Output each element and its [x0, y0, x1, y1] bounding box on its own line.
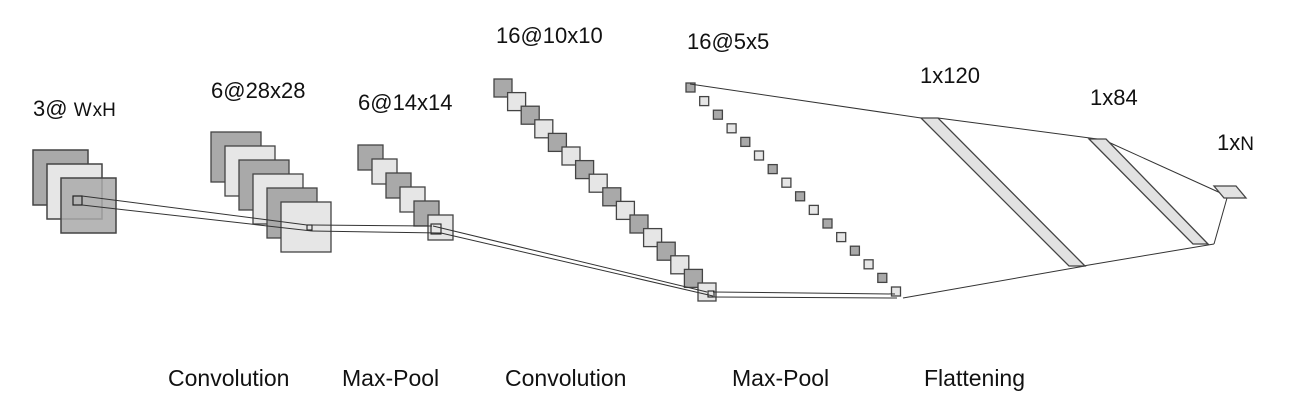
pool2-map-7	[767, 163, 778, 175]
fc-84-layer	[1087, 138, 1210, 245]
label-pool2: 16@5x5	[687, 29, 769, 54]
label-conv1: 6@28x28	[211, 78, 306, 103]
pool1-map-4	[399, 186, 426, 213]
pool2-map-6	[753, 150, 765, 161]
op-label-maxpool-2: Max-Pool	[732, 365, 829, 391]
pool2-map-4	[726, 123, 737, 134]
label-input: 3@ WxH	[33, 96, 116, 121]
pool2-map-5	[740, 136, 751, 148]
pool1-map-3	[385, 172, 412, 199]
connection-lines	[81, 83, 1228, 299]
conv2-feature-maps	[493, 78, 717, 302]
pool2-map-9	[794, 191, 806, 202]
conv1-map-6	[280, 201, 332, 253]
label-conv2: 16@10x10	[496, 23, 603, 48]
output-layer	[1212, 185, 1248, 199]
op-label-maxpool-1: Max-Pool	[342, 365, 439, 391]
pool2-map-13	[849, 245, 861, 256]
pool2-map-16	[890, 286, 902, 297]
pool2-map-8	[781, 177, 792, 188]
label-fc1: 1x120	[920, 63, 980, 88]
pool2-map-11	[822, 218, 833, 229]
pool2-map-14	[863, 259, 874, 270]
input-kernel-window	[72, 195, 83, 206]
input-feature-maps	[32, 149, 117, 234]
label-output: 1xN	[1217, 130, 1254, 155]
conv1-feature-maps	[210, 131, 332, 253]
op-label-convolution-2: Convolution	[505, 365, 626, 391]
fc-120-layer	[919, 117, 1087, 267]
pool2-feature-maps	[685, 82, 902, 297]
conv1-map-window	[306, 224, 313, 231]
pool2-map-2	[699, 95, 710, 107]
pool2-map-1	[685, 82, 696, 93]
pool2-map-12	[836, 231, 847, 243]
op-label-convolution-1: Convolution	[168, 365, 289, 391]
conv2-map-window	[707, 290, 715, 298]
pool2-map-10	[808, 204, 819, 216]
pool2-map-3	[712, 109, 724, 120]
label-pool1: 6@14x14	[358, 90, 453, 115]
pool1-map-window	[430, 223, 442, 235]
op-label-flattening: Flattening	[924, 365, 1025, 391]
label-fc2: 1x84	[1090, 85, 1138, 110]
pool2-map-15	[877, 272, 888, 284]
